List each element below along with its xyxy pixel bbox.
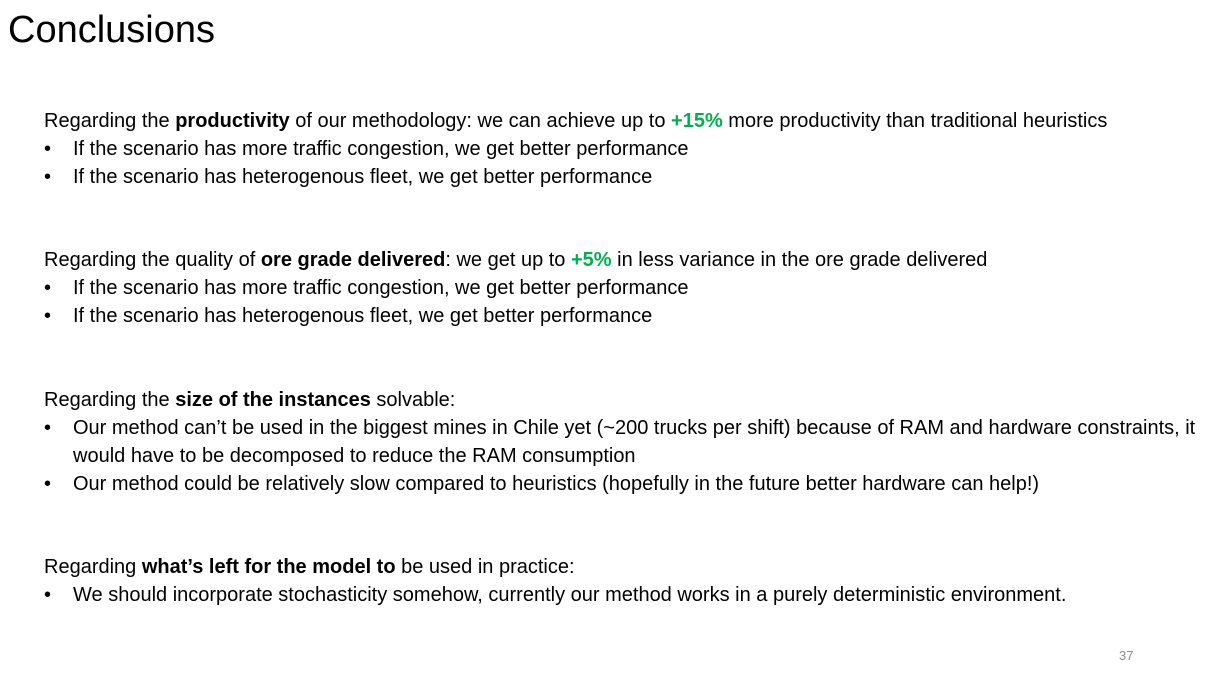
- section-lead: Regarding the productivity of our method…: [44, 107, 1214, 135]
- lead-text: : we get up to: [445, 249, 571, 271]
- bullet-item: • If the scenario has heterogenous fleet,…: [44, 302, 1214, 330]
- bullet-item: • If the scenario has more traffic conges…: [44, 274, 1214, 302]
- lead-text: in less variance in the ore grade delive…: [611, 249, 988, 271]
- bullet-text: If the scenario has more traffic congest…: [73, 138, 689, 160]
- lead-text: Regarding: [44, 556, 142, 578]
- lead-text: of our methodology: we can achieve up to: [289, 110, 672, 132]
- section-productivity: Regarding the productivity of our method…: [44, 107, 1214, 191]
- section-lead: Regarding the size of the instances solv…: [44, 386, 1214, 414]
- bullet-dot-icon: •: [44, 584, 52, 606]
- bullet-text: Our method could be relatively slow comp…: [73, 473, 1040, 495]
- lead-text: solvable:: [370, 389, 456, 411]
- section-lead: Regarding what’s left for the model to b…: [44, 553, 1214, 581]
- lead-text: more productivity than traditional heuri…: [722, 110, 1108, 132]
- bullet-text: We should incorporate stochasticity some…: [73, 584, 1067, 606]
- bullet-list: • If the scenario has more traffic conges…: [44, 274, 1214, 330]
- section-remaining-work: Regarding what’s left for the model to b…: [44, 553, 1214, 609]
- bullet-list: • We should incorporate stochasticity som…: [44, 581, 1214, 609]
- bullet-list: • If the scenario has more traffic conges…: [44, 135, 1214, 191]
- bullet-dot-icon: •: [44, 473, 52, 495]
- lead-bold-term: what’s left for the model to: [141, 556, 396, 578]
- page-number: 37: [1119, 648, 1134, 663]
- bullet-item: • Our method can’t be used in the biggest…: [44, 414, 1214, 470]
- bullet-dot-icon: •: [44, 417, 52, 439]
- lead-text: be used in practice:: [395, 556, 575, 578]
- section-lead: Regarding the quality of ore grade deliv…: [44, 246, 1214, 274]
- bullet-text: Our method can’t be used in the biggest …: [73, 417, 1196, 467]
- bullet-dot-icon: •: [44, 166, 52, 188]
- section-instance-size: Regarding the size of the instances solv…: [44, 386, 1214, 498]
- lead-highlight-value: +15%: [671, 110, 723, 132]
- section-ore-grade: Regarding the quality of ore grade deliv…: [44, 246, 1214, 330]
- bullet-dot-icon: •: [44, 138, 52, 160]
- bullet-item: • Our method could be relatively slow com…: [44, 470, 1214, 498]
- bullet-dot-icon: •: [44, 277, 52, 299]
- lead-bold-term: ore grade delivered: [260, 249, 446, 271]
- bullet-item: • We should incorporate stochasticity som…: [44, 581, 1214, 609]
- lead-bold-term: size of the instances: [175, 389, 371, 411]
- bullet-item: • If the scenario has more traffic conges…: [44, 135, 1214, 163]
- lead-text: Regarding the: [44, 389, 176, 411]
- lead-highlight-value: +5%: [570, 249, 612, 271]
- lead-text: Regarding the quality of: [44, 249, 261, 271]
- bullet-text: If the scenario has heterogenous fleet, …: [73, 305, 653, 327]
- lead-text: Regarding the: [44, 110, 176, 132]
- bullet-text: If the scenario has more traffic congest…: [73, 277, 689, 299]
- lead-bold-term: productivity: [175, 110, 290, 132]
- bullet-list: • Our method can’t be used in the biggest…: [44, 414, 1214, 498]
- bullet-dot-icon: •: [44, 305, 52, 327]
- bullet-item: • If the scenario has heterogenous fleet,…: [44, 163, 1214, 191]
- bullet-text: If the scenario has heterogenous fleet, …: [73, 166, 653, 188]
- slide-title: Conclusions: [8, 9, 215, 51]
